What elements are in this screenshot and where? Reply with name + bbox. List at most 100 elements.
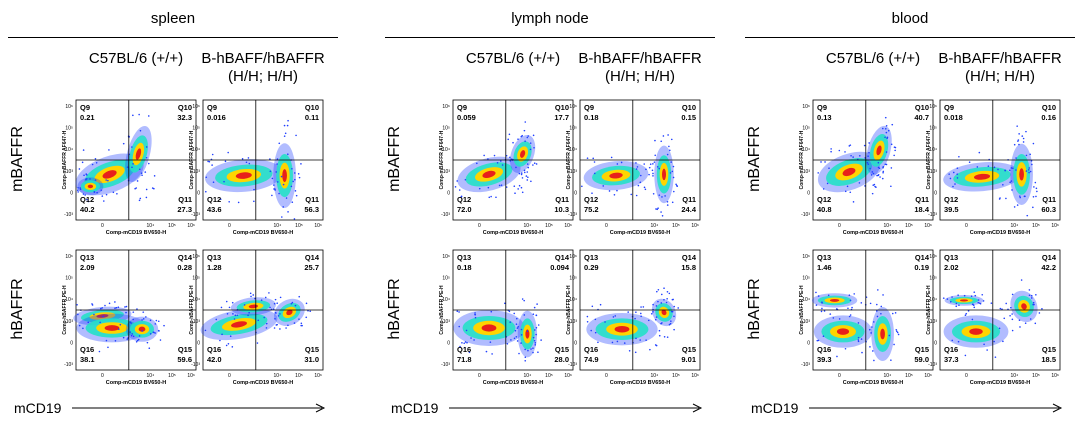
y-tick-label: 10⁴ [569,297,577,303]
event-dot [952,171,955,174]
event-dot [857,322,860,324]
event-dot [263,316,266,319]
group-header-line: (H/H; H/H) [605,68,675,85]
quadrant-percentage: 0.21 [80,113,95,122]
event-dot [290,302,293,305]
event-dot [857,339,860,341]
event-dot [857,336,860,339]
y-axis-title: Comp-mBAFFR AF647-H [566,130,572,189]
event-dot [1035,195,1037,198]
x-tick-label: 0 [965,223,968,229]
y-axis-title: Comp-hBAFFR PE-H [566,285,572,335]
event-dot [635,168,638,170]
event-dot [867,155,869,157]
density-cloud [454,121,538,199]
event-dot [234,314,237,317]
event-dot [527,176,529,179]
event-dot [1029,153,1031,156]
row-label: mBAFFR [9,126,26,192]
event-dot [1027,169,1030,171]
event-dot [827,294,830,297]
event-dot [82,149,85,151]
event-dot [661,322,663,324]
event-dot [1001,308,1003,310]
event-dot [523,129,526,132]
event-dot [523,314,526,316]
event-dot [822,335,825,337]
event-dot [287,153,289,156]
y-tick-label: 10³ [930,319,938,325]
event-dot [872,321,875,323]
quadrant-name: Q12 [944,195,958,204]
event-dot [98,350,101,353]
event-dot [241,158,244,160]
density-peak [661,168,667,181]
event-dot [506,343,509,345]
event-dot [593,161,596,163]
event-dot [970,295,973,298]
quadrant-percentage: 10.3 [554,205,569,214]
event-dot [1011,329,1014,332]
event-dot [247,314,249,317]
quadrant-percentage: 42.0 [207,355,222,364]
x-axis-title: Comp-mCD19 BV650-H [233,230,294,236]
y-tick-label: 10⁵ [442,276,450,282]
event-dot [885,131,888,134]
event-dot [478,187,481,190]
x-tick-label: 10⁵ [905,223,913,229]
density-cloud [73,301,165,353]
event-dot [223,180,225,183]
event-dot [163,324,165,327]
event-dot [987,165,990,167]
y-tick-label: 10⁶ [929,254,937,260]
event-dot [957,340,960,343]
event-dot [76,303,78,306]
x-axis-title: Comp-mCD19 BV650-H [610,380,671,386]
event-dot [533,146,535,149]
event-dot [1011,293,1014,296]
x-tick-label: 10⁴ [274,373,282,379]
event-dot [955,302,958,305]
event-dot [274,189,276,191]
event-dot [105,193,108,196]
density-peak [525,329,530,339]
event-dot [652,163,654,165]
event-dot [250,295,252,298]
event-dot [466,341,468,344]
event-dot [153,187,155,190]
event-dot [512,141,514,144]
event-dot [657,300,659,303]
event-dot [846,185,849,188]
event-dot [1031,163,1033,166]
y-tick-label: -10³ [191,212,200,218]
y-tick-label: -10³ [568,212,577,218]
quadrant-percentage: 74.9 [584,355,599,364]
quadrant-percentage: 60.3 [1041,205,1056,214]
event-dot [276,163,278,165]
event-dot [1032,142,1035,145]
event-dot [670,138,673,141]
event-dot [666,297,668,300]
event-dot [132,318,134,321]
event-dot [990,302,993,304]
quadrant-name: Q15 [1042,345,1056,354]
event-dot [537,324,540,326]
event-dot [136,308,138,310]
event-dot [824,161,826,163]
density-peak [482,170,496,178]
x-tick-label: 10⁶ [564,373,572,379]
event-dot [608,190,611,192]
event-dot [145,196,148,199]
event-dot [635,162,637,164]
event-dot [535,326,538,329]
event-dot [1016,125,1018,127]
group-header-line: B-hBAFF/hBAFFR [938,50,1062,67]
y-tick-label: -10³ [928,212,937,218]
y-tick-label: 0 [70,340,73,346]
event-dot [125,305,128,308]
event-dot [1036,190,1038,193]
event-dot [882,166,884,169]
